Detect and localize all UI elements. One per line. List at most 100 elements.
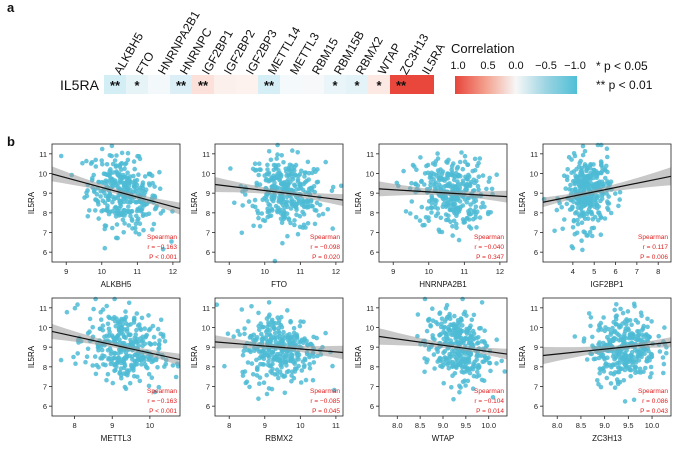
data-point	[259, 331, 264, 337]
data-point	[419, 204, 425, 210]
data-point	[133, 221, 139, 227]
data-point	[104, 162, 110, 167]
heatmap-cell: **	[104, 75, 126, 94]
x-tick-label: 12	[332, 267, 340, 276]
data-point	[605, 205, 610, 211]
data-point	[463, 369, 469, 374]
data-point	[627, 318, 633, 323]
data-point	[602, 216, 608, 221]
data-point	[443, 306, 449, 311]
data-point	[478, 325, 483, 331]
data-point	[409, 180, 414, 186]
data-point	[563, 186, 568, 191]
data-point	[281, 209, 287, 214]
data-point	[109, 356, 114, 361]
data-point	[564, 201, 570, 207]
data-point	[606, 337, 612, 342]
stat-r: r = −0.085	[310, 398, 340, 405]
data-point	[118, 366, 124, 371]
stat-r: r = −0.104	[474, 398, 504, 405]
data-point	[434, 198, 439, 203]
data-point	[488, 368, 493, 374]
data-point	[113, 323, 119, 329]
data-point	[574, 209, 579, 215]
data-point	[444, 217, 449, 223]
data-point	[138, 327, 144, 333]
y-axis-label: IL5RA	[27, 345, 36, 368]
data-point	[413, 214, 419, 220]
data-point	[475, 341, 480, 346]
data-point	[437, 311, 442, 316]
y-tick-label: 10	[202, 324, 210, 333]
data-point	[142, 326, 147, 331]
data-point	[72, 305, 78, 311]
stat-method: Spearman	[474, 234, 504, 241]
data-point	[119, 375, 124, 381]
data-point	[571, 151, 577, 156]
data-point	[146, 181, 152, 186]
data-point	[603, 361, 609, 366]
data-point	[240, 352, 246, 358]
data-point	[73, 361, 78, 366]
y-tick-label: 10	[39, 170, 47, 179]
y-tick-label: 10	[366, 324, 374, 333]
data-point	[460, 178, 466, 184]
data-point	[142, 190, 148, 195]
data-point	[90, 363, 95, 368]
x-tick-label: 10.0	[481, 421, 496, 430]
data-point	[137, 378, 143, 384]
stat-method: Spearman	[310, 388, 340, 395]
data-point	[471, 199, 476, 205]
data-point	[288, 206, 294, 211]
data-point	[580, 152, 586, 158]
data-point	[136, 216, 141, 221]
data-point	[579, 198, 584, 203]
x-tick-label: 12	[496, 267, 504, 276]
data-point	[579, 220, 585, 225]
data-point	[499, 358, 504, 364]
data-point	[572, 231, 578, 237]
scatter-plot-svg: 6 7 8 9 10 11 9 10 11 12 HNRNPA2B1 IL5RA Spearman r =…	[354, 143, 508, 289]
data-point	[142, 362, 148, 367]
data-point	[104, 377, 109, 383]
x-axis-label: METTL3	[101, 434, 132, 443]
data-point	[465, 162, 471, 167]
data-point	[586, 206, 592, 212]
data-point	[134, 311, 140, 316]
x-tick-label: 10.0	[645, 421, 660, 430]
data-point	[90, 324, 95, 330]
data-point	[111, 170, 116, 175]
data-point	[225, 331, 231, 336]
y-tick-label: 11	[202, 150, 210, 159]
data-point	[284, 333, 290, 338]
data-point	[141, 212, 146, 217]
data-point	[131, 368, 136, 373]
data-point	[284, 200, 289, 206]
data-point	[270, 183, 276, 189]
stat-p: P = 0.045	[312, 408, 340, 415]
data-point	[306, 204, 311, 210]
data-point	[123, 161, 129, 166]
data-point	[241, 348, 247, 354]
data-point	[433, 213, 439, 219]
data-point	[494, 172, 499, 177]
data-point	[595, 378, 600, 383]
data-point	[448, 219, 453, 225]
data-point	[262, 195, 267, 201]
data-point	[129, 208, 135, 214]
data-point	[455, 182, 461, 187]
data-point	[275, 315, 280, 320]
data-point	[312, 207, 318, 213]
data-point	[487, 360, 493, 366]
data-point	[552, 228, 557, 234]
data-point	[293, 204, 298, 209]
data-point	[257, 167, 262, 172]
data-point	[277, 358, 283, 364]
data-point	[628, 373, 633, 379]
data-point	[470, 386, 476, 391]
data-point	[618, 306, 623, 312]
data-point	[120, 217, 126, 223]
heatmap-cell: *	[368, 75, 390, 94]
data-point	[144, 332, 149, 338]
data-point	[445, 332, 451, 337]
